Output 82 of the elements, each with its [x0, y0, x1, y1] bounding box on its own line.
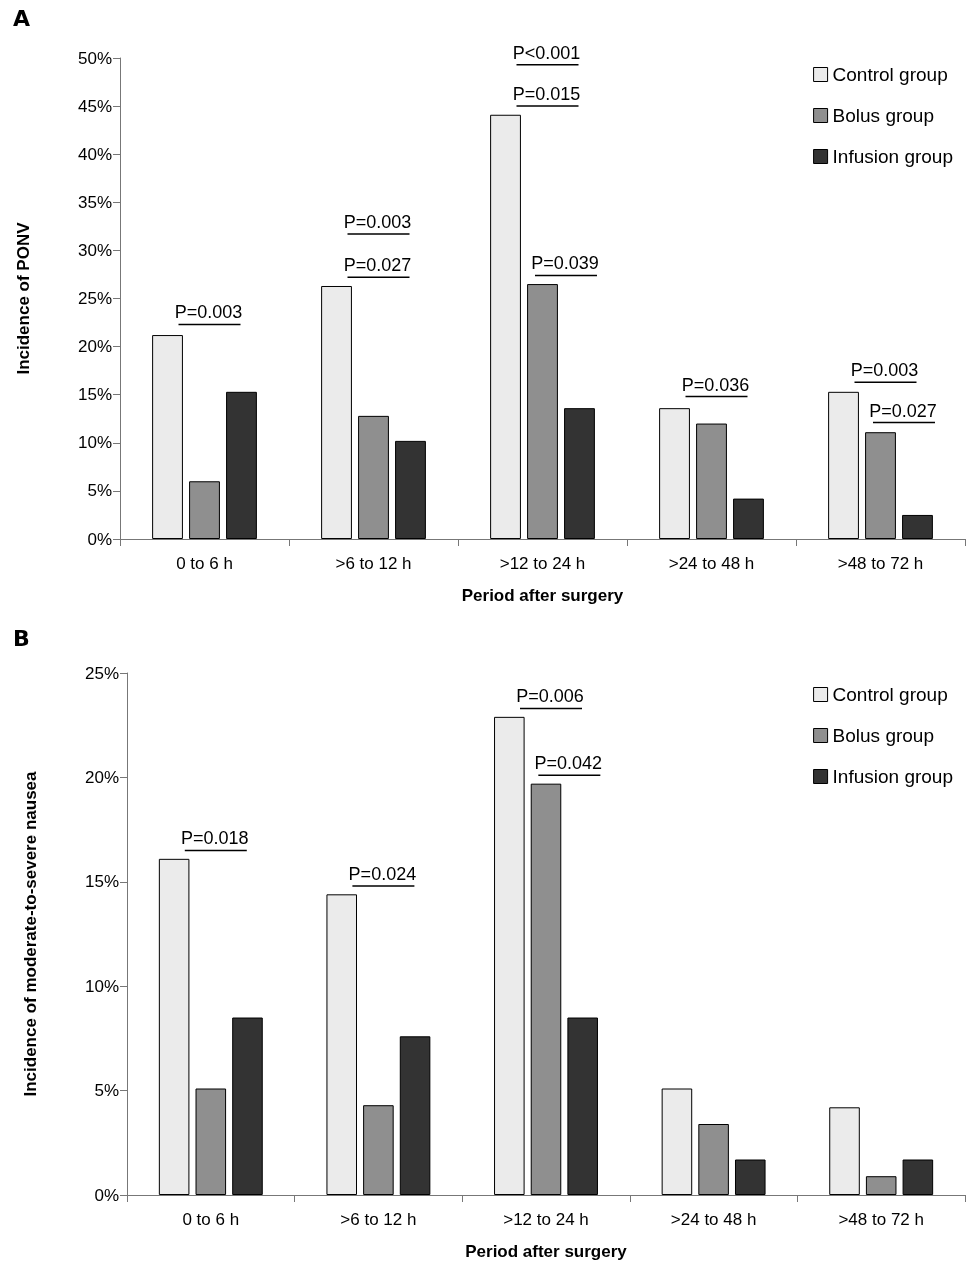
y-axis-title: Incidence of PONV [14, 221, 33, 375]
bar [733, 498, 764, 539]
bar [395, 440, 426, 539]
y-axis-title: Incidence of moderate-to-severe nausea [21, 770, 40, 1097]
bar [829, 1107, 860, 1195]
chart-title: A [13, 5, 31, 31]
legend-label: Control group [832, 684, 948, 705]
x-tick-label: >12 to 24 h [503, 1210, 589, 1229]
x-tick-label: >48 to 72 h [837, 554, 924, 573]
y-tick-label: 25% [84, 663, 119, 683]
y-tick-label: 20% [84, 767, 119, 787]
x-tick-label: 0 to 6 h [182, 1210, 240, 1229]
bar [226, 391, 257, 539]
annotation: P<0.001 [512, 42, 581, 63]
bar [189, 481, 220, 539]
y-tick-label: 5% [94, 1081, 119, 1101]
bar [865, 1176, 897, 1195]
x-tick-label: >12 to 24 h [499, 554, 586, 573]
y-tick-label: 30% [77, 240, 112, 260]
y-tick-label: 35% [77, 192, 112, 212]
y-tick-label: 15% [77, 385, 112, 405]
y-tick-label: 15% [84, 872, 119, 892]
x-tick-label: >24 to 48 h [670, 1210, 757, 1229]
legend-label: Bolus group [832, 725, 934, 746]
bar [902, 514, 933, 539]
y-tick-label: 25% [77, 289, 112, 308]
x-tick-label: >6 to 12 h [340, 1210, 417, 1229]
x-tick-label: 0 to 6 h [176, 554, 233, 573]
annotation: P=0.003 [343, 212, 412, 233]
bar [696, 423, 727, 539]
bar [865, 432, 896, 539]
x-axis-title: Period after surgery [461, 586, 624, 605]
x-tick-label: >24 to 48 h [668, 554, 755, 573]
annotation: P=0.036 [681, 374, 750, 395]
x-tick-label: >6 to 12 h [335, 554, 412, 573]
bar [152, 335, 183, 539]
bar [659, 408, 690, 539]
x-axis-title: Period after surgery [465, 1242, 628, 1261]
bar [232, 1017, 263, 1195]
x-tick-label: >48 to 72 h [838, 1210, 924, 1229]
bar [494, 716, 525, 1195]
bar [567, 1017, 598, 1195]
annotation: P=0.003 [850, 360, 919, 381]
y-tick-label: 50% [77, 48, 112, 68]
bar [195, 1088, 227, 1195]
bar [734, 1159, 766, 1195]
bar [564, 408, 595, 539]
legend-label: Control group [832, 64, 948, 85]
chart-title: B [13, 625, 30, 651]
bar [698, 1124, 729, 1195]
bar [399, 1036, 431, 1195]
annotation: P=0.024 [348, 863, 417, 884]
y-tick-label: 20% [77, 337, 112, 357]
annotation: P=0.015 [512, 84, 581, 105]
annotation: P=0.018 [181, 828, 249, 849]
bar [902, 1159, 934, 1195]
legend-label: Bolus group [832, 105, 934, 126]
legend-label: Infusion group [832, 766, 953, 787]
bar [158, 858, 190, 1195]
y-tick-label: 0% [94, 1185, 119, 1205]
bar [490, 114, 521, 539]
annotation: P=0.003 [174, 302, 243, 323]
y-tick-label: 45% [77, 96, 112, 116]
y-tick-label: 10% [84, 976, 119, 996]
annotation: P=0.042 [534, 753, 603, 774]
y-tick-label: 10% [77, 433, 112, 453]
bar [358, 415, 389, 539]
bar [527, 284, 558, 539]
annotation: P=0.027 [869, 400, 937, 421]
legend-label: Infusion group [832, 146, 953, 167]
annotation: P=0.039 [531, 253, 599, 274]
bar [661, 1088, 693, 1195]
bar [363, 1105, 394, 1195]
y-tick-label: 0% [87, 529, 112, 549]
annotation: P=0.006 [516, 686, 584, 707]
y-tick-label: 40% [77, 144, 112, 164]
bar [326, 894, 358, 1195]
bar [828, 391, 859, 539]
y-tick-label: 5% [87, 481, 112, 501]
bar [530, 783, 562, 1195]
annotation: P=0.027 [343, 255, 412, 276]
bar [321, 285, 352, 539]
